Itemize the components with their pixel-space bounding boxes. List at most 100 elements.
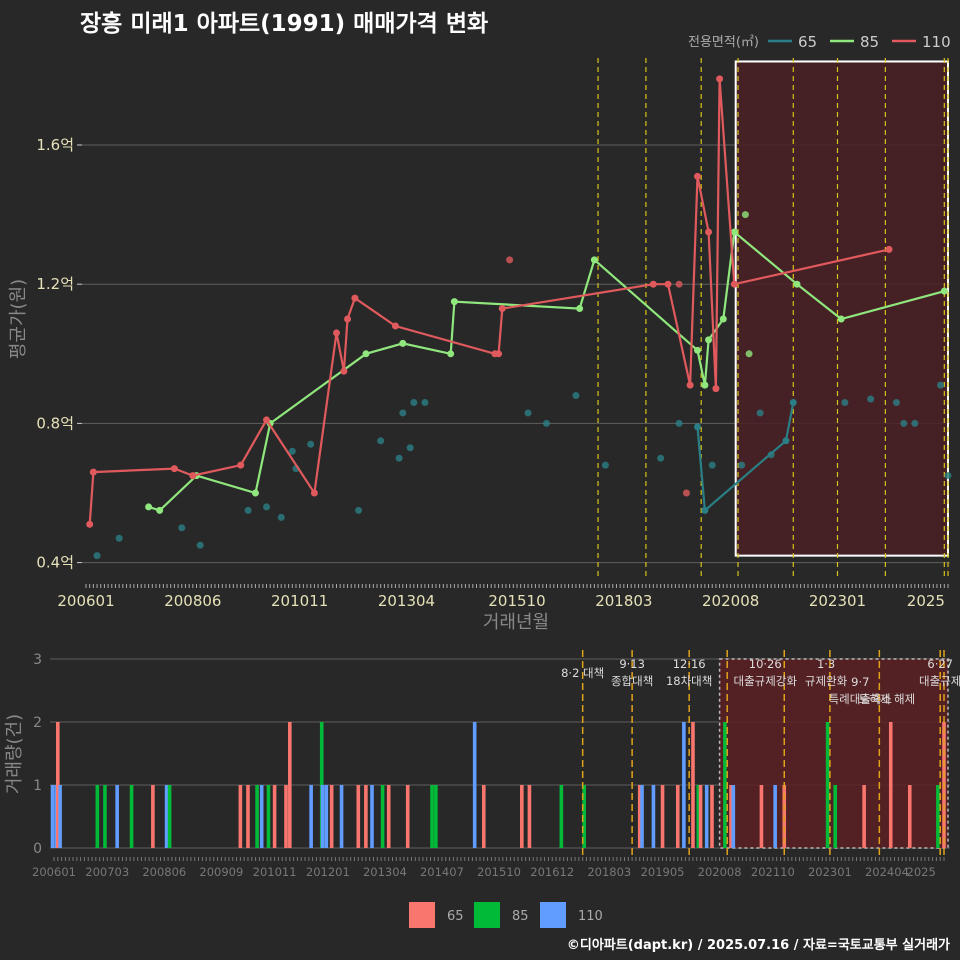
line-point-110 [716,75,724,83]
line-point-110 [351,294,359,302]
x-axis-title: 거래년월 [483,612,549,633]
bar-85 [95,785,100,848]
bar-85 [723,722,727,848]
point-85 [741,211,749,219]
bar-65 [907,785,912,848]
x-tick-label: 201803 [595,592,652,610]
point-110 [682,489,690,497]
bar-110 [164,785,169,848]
legend-label-bar-65: 65 [447,909,464,924]
legend-label-bar-85: 85 [512,909,529,924]
point-65 [377,437,385,445]
x-tick-label: 201011 [271,592,328,610]
line-point-85 [837,315,845,323]
point-65 [406,444,414,452]
bar-85 [430,785,434,848]
bar-65 [862,785,866,848]
bar-65 [481,785,486,848]
bar-x-tick-label: 201304 [363,865,407,879]
line-point-85 [399,339,407,347]
line-point-85 [719,315,727,323]
bar-65 [284,785,288,848]
point-65 [944,472,952,480]
point-110 [506,256,514,264]
line-point-85 [145,503,153,511]
point-110 [675,280,683,288]
point-65 [399,409,407,417]
y-tick-label: 0.8억 [36,414,74,432]
line-point-85 [694,346,702,354]
point-65 [277,513,285,521]
point-65 [421,399,429,407]
bar-x-tick-label: 201201 [306,865,350,879]
bar-x-tick-label: 202404 [865,865,909,879]
line-point-85 [251,489,259,497]
point-65 [708,461,716,469]
policy-annotation: 대출규제강화 [733,674,797,688]
bar-65 [691,722,695,848]
point-65 [738,461,746,469]
bar-85 [833,785,838,848]
bar-x-tick-label: 201510 [477,865,521,879]
bar-85 [582,785,586,848]
line-point-110 [712,385,720,393]
bar-65 [520,785,524,848]
legend-bottom: 65 85 110 [409,902,603,928]
point-65 [355,506,363,514]
bar-65 [710,785,714,848]
bar-65 [527,785,532,848]
bar-y-tick-label: 2 [33,715,42,731]
bar-85 [380,785,385,848]
line-point-85 [705,336,713,344]
bar-110 [50,785,55,848]
line-point-65 [782,437,790,445]
bar-110 [731,785,736,848]
bar-85 [434,785,438,848]
bar-y-tick-label: 0 [33,841,42,857]
line-point-85 [590,256,598,264]
line-point-110 [189,472,197,480]
bar-110 [339,785,344,848]
bar-65 [246,785,250,848]
point-65 [115,534,123,542]
line-point-65 [701,506,709,514]
point-65 [911,419,919,427]
y-tick-label: 1.2억 [36,275,74,293]
line-point-110 [694,172,702,180]
bar-110 [259,785,264,848]
point-65 [542,419,550,427]
bar-x-tick-label: 202301 [808,865,852,879]
bar-65 [329,785,334,848]
legend-swatch-bar-110 [540,902,566,928]
bar-65 [151,785,155,848]
x-tick-label: 201304 [378,592,435,610]
credit-text: ©디아파트(dapt.kr) / 2025.07.16 / 자료=국토교통부 실… [566,938,950,953]
line-point-110 [263,416,271,424]
y-axis-title: 평균가(원) [8,279,29,359]
point-65 [307,440,315,448]
point-65 [524,409,532,417]
bar-110 [115,785,119,848]
point-85 [745,350,753,358]
bar-110 [58,785,62,848]
point-65 [572,392,580,400]
bar-y-axis-title: 거래량(건) [4,714,25,794]
point-65 [756,409,764,417]
bar-65 [405,785,410,848]
bar-x-tick-label: 200806 [142,865,186,879]
point-65 [93,552,101,560]
bar-110 [309,785,313,848]
policy-annotation: 10·26 [749,657,782,671]
line-point-85 [362,350,370,358]
bar-y-tick-label: 3 [33,652,42,668]
bar-65 [759,785,764,848]
y-tick-label: 0.4억 [36,554,74,572]
bar-65 [238,785,243,848]
bar-y-tick-label: 1 [33,778,42,794]
bar-x-tick-label: 201803 [587,865,631,879]
policy-annotation: 대출규제 [919,674,960,688]
legend-label-bar-110: 110 [578,909,603,924]
bar-x-tick-label: 200601 [32,865,76,879]
x-tick-label: 200601 [57,592,114,610]
line-point-85 [447,350,455,358]
